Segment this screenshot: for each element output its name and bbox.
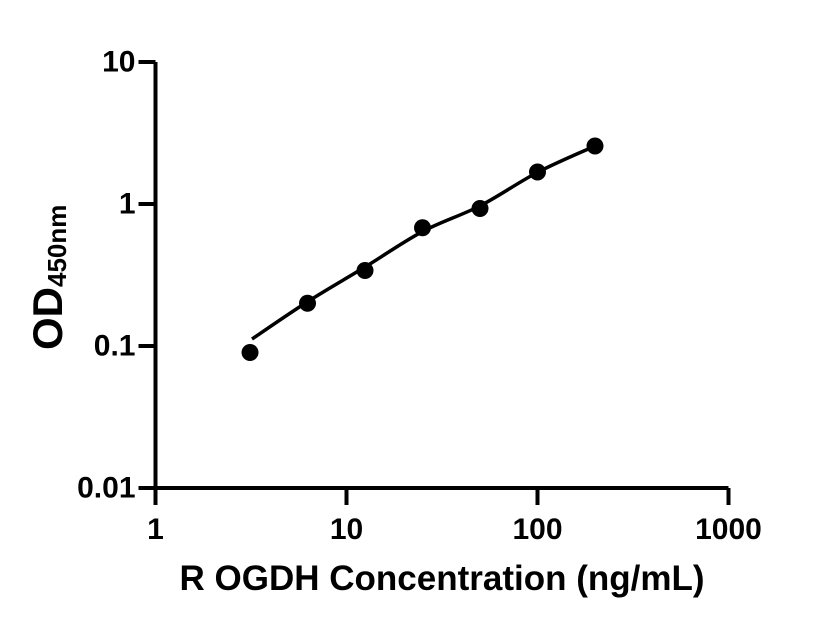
x-tick-label: 1000 <box>695 513 762 546</box>
y-tick-label: 10 <box>102 46 135 79</box>
x-tick-label: 100 <box>512 513 562 546</box>
x-tick-label: 1 <box>147 513 164 546</box>
y-tick-label: 1 <box>119 188 136 221</box>
data-point <box>586 137 604 155</box>
data-point <box>529 163 546 181</box>
data-point <box>471 199 489 217</box>
data-point <box>356 262 374 280</box>
y-tick-label: 0.01 <box>77 472 135 505</box>
y-axis-title-main: OD <box>24 287 71 350</box>
y-axis-title-subscript: 450nm <box>42 205 72 287</box>
y-axis-title: OD450nm <box>24 205 72 350</box>
plot-area: 10 1 0.1 0.01 1 10 100 1000 <box>77 46 762 547</box>
data-point <box>241 343 259 361</box>
x-axis-title: R OGDH Concentration (ng/mL) <box>180 559 705 598</box>
data-point <box>299 294 317 312</box>
x-tick-label: 10 <box>330 513 363 546</box>
data-point <box>414 219 432 237</box>
y-tick-label: 0.1 <box>94 330 136 363</box>
